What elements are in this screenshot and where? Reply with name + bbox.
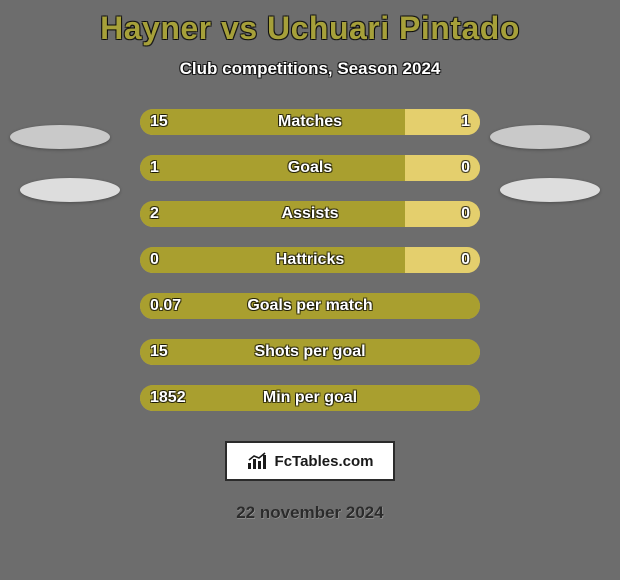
stat-row: 15 1 Matches: [70, 109, 550, 135]
stat-bar-left: [140, 201, 405, 227]
stat-value-right: 0: [461, 251, 470, 269]
brand-text: FcTables.com: [275, 453, 374, 470]
stat-value-left: 0.07: [150, 297, 181, 315]
stat-row: 0 0 Hattricks: [70, 247, 550, 273]
stat-label: Min per goal: [263, 389, 357, 407]
stat-value-right: 0: [461, 159, 470, 177]
stat-label: Goals: [288, 159, 332, 177]
stat-value-right: 0: [461, 205, 470, 223]
stat-value-right: 1: [461, 113, 470, 131]
stat-row: 2 0 Assists: [70, 201, 550, 227]
stat-row: 0.07 Goals per match: [70, 293, 550, 319]
stat-bar-left: [140, 247, 405, 273]
stat-bar-left: [140, 109, 405, 135]
stat-label: Matches: [278, 113, 342, 131]
stat-value-left: 15: [150, 343, 168, 361]
team-badge: [500, 178, 600, 202]
stat-label: Assists: [282, 205, 339, 223]
stat-label: Goals per match: [247, 297, 372, 315]
comparison-card: Hayner vs Uchuari Pintado Club competiti…: [0, 0, 620, 580]
stat-label: Hattricks: [276, 251, 344, 269]
stat-row: 1 0 Goals: [70, 155, 550, 181]
stat-row: 1852 Min per goal: [70, 385, 550, 411]
brand-box[interactable]: FcTables.com: [225, 441, 395, 481]
footer-date: 22 november 2024: [0, 503, 620, 523]
team-badge: [490, 125, 590, 149]
stat-label: Shots per goal: [254, 343, 365, 361]
stat-rows: 15 1 Matches 1 0 Goals 2 0 Assists 0 0 Hattricks 0.0…: [0, 109, 620, 411]
stat-value-left: 1: [150, 159, 159, 177]
stat-value-left: 15: [150, 113, 168, 131]
page-title: Hayner vs Uchuari Pintado: [0, 10, 620, 47]
chart-icon: [247, 452, 269, 470]
team-badge: [20, 178, 120, 202]
subtitle: Club competitions, Season 2024: [0, 59, 620, 79]
stat-value-left: 2: [150, 205, 159, 223]
stat-value-left: 0: [150, 251, 159, 269]
stat-value-left: 1852: [150, 389, 186, 407]
team-badge: [10, 125, 110, 149]
stat-row: 15 Shots per goal: [70, 339, 550, 365]
stat-bar-left: [140, 155, 405, 181]
